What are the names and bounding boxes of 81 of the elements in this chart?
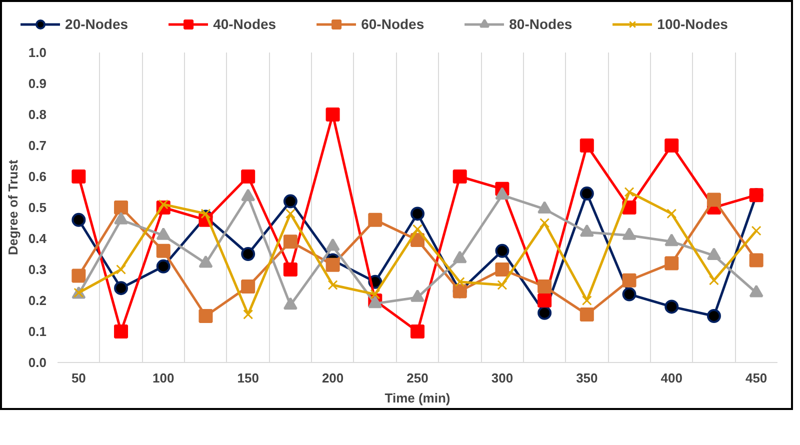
point bbox=[580, 138, 594, 152]
point bbox=[452, 170, 467, 184]
point bbox=[664, 138, 679, 152]
point bbox=[241, 247, 256, 261]
legend-label: 40-Nodes bbox=[213, 16, 276, 32]
y-tick-label: 0.5 bbox=[28, 200, 47, 215]
point bbox=[198, 309, 213, 323]
point bbox=[326, 258, 340, 272]
x-tick-label: 300 bbox=[491, 370, 514, 386]
legend-label: 60-Nodes bbox=[361, 16, 424, 32]
x-tick-label: 50 bbox=[71, 370, 86, 386]
y-tick-label: 0.4 bbox=[28, 231, 48, 246]
x-tick-label: 400 bbox=[660, 370, 682, 386]
point bbox=[540, 218, 550, 228]
point bbox=[410, 206, 424, 221]
point bbox=[328, 280, 338, 290]
x-tick-label: 350 bbox=[576, 370, 598, 386]
y-tick-label: 1.0 bbox=[28, 45, 47, 60]
point bbox=[622, 287, 636, 302]
point bbox=[706, 309, 721, 323]
point bbox=[495, 262, 510, 276]
point bbox=[538, 201, 552, 214]
point bbox=[410, 324, 424, 338]
point bbox=[582, 296, 592, 306]
y-tick-label: 0.9 bbox=[28, 76, 47, 91]
y-tick-label: 0.8 bbox=[28, 107, 47, 122]
point bbox=[580, 307, 594, 322]
legend-label: 20-Nodes bbox=[65, 16, 128, 32]
point bbox=[72, 170, 86, 184]
point bbox=[156, 259, 170, 274]
point bbox=[243, 309, 254, 320]
point bbox=[495, 244, 510, 258]
legend-label: 100-Nodes bbox=[657, 16, 728, 32]
point bbox=[285, 208, 296, 219]
y-tick-label: 0.7 bbox=[28, 138, 47, 153]
point bbox=[114, 281, 128, 296]
x-tick-label: 250 bbox=[406, 370, 428, 386]
point bbox=[664, 300, 679, 314]
legend-label: 80-Nodes bbox=[509, 16, 572, 32]
point bbox=[706, 248, 721, 260]
x-tick-label: 450 bbox=[745, 370, 768, 386]
point bbox=[370, 289, 380, 300]
point bbox=[368, 212, 382, 227]
point bbox=[72, 268, 86, 283]
point bbox=[666, 208, 677, 219]
point bbox=[664, 256, 679, 270]
point bbox=[116, 264, 126, 274]
y-tick-label: 0.1 bbox=[28, 324, 47, 339]
point bbox=[326, 108, 340, 122]
point bbox=[538, 306, 552, 320]
point bbox=[708, 275, 719, 286]
x-tick-label: 100 bbox=[152, 370, 174, 386]
point bbox=[497, 280, 508, 290]
point bbox=[200, 208, 211, 219]
point bbox=[283, 262, 298, 276]
point bbox=[538, 280, 552, 294]
point bbox=[72, 212, 86, 227]
y-tick-label: 0.3 bbox=[28, 262, 47, 277]
y-tick-label: 0.2 bbox=[28, 293, 47, 308]
x-tick-label: 200 bbox=[322, 370, 344, 386]
point bbox=[412, 224, 422, 234]
point bbox=[156, 244, 170, 258]
point bbox=[114, 200, 128, 214]
point bbox=[241, 280, 256, 294]
point bbox=[454, 276, 465, 287]
point bbox=[622, 273, 636, 288]
x-tick-label: 150 bbox=[237, 370, 259, 386]
point bbox=[751, 226, 762, 236]
point bbox=[283, 234, 298, 249]
point bbox=[624, 187, 634, 197]
point bbox=[114, 324, 128, 338]
x-axis-title: Time (min) bbox=[384, 390, 450, 406]
y-axis-title: Degree of Trust bbox=[5, 159, 20, 256]
y-tick-label: 0.0 bbox=[28, 355, 47, 370]
point bbox=[241, 170, 256, 184]
point bbox=[283, 194, 298, 208]
point bbox=[749, 253, 764, 268]
point bbox=[706, 192, 721, 207]
point bbox=[580, 186, 594, 201]
y-tick-label: 0.6 bbox=[28, 169, 47, 184]
point bbox=[538, 294, 552, 308]
